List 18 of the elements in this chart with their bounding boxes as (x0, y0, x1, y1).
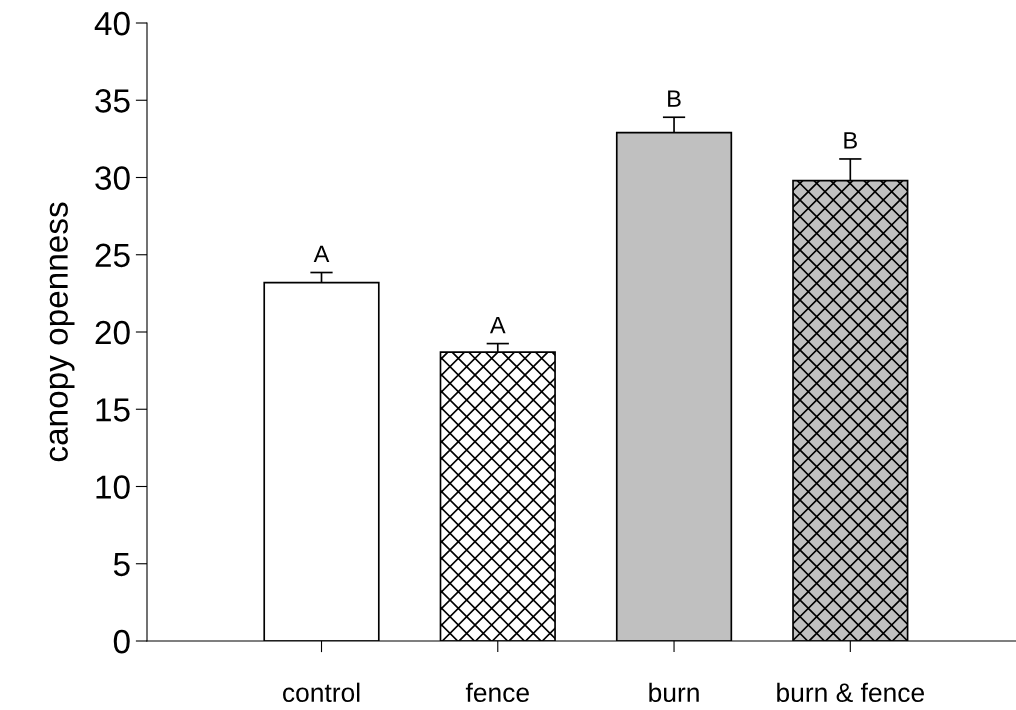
annotation: B (668, 90, 681, 107)
x-tick-label: burn (649, 682, 699, 703)
y-tick-label: 35 (95, 89, 130, 113)
y-tick-label: 15 (96, 398, 130, 422)
y-tick-label: 0 (113, 629, 130, 654)
y-tick-label: 5 (113, 552, 130, 577)
y-tick-label: 40 (94, 11, 130, 36)
x-tick-label: burn & fence (777, 682, 924, 703)
x-tick-label: fence (465, 682, 529, 703)
annotation: B (844, 132, 857, 149)
annotation: A (313, 245, 330, 263)
y-axis-title: canopy openness (49, 202, 75, 462)
y-tick-label: 20 (95, 320, 130, 345)
x-tick-label: control (283, 682, 360, 703)
y-tick-label: 10 (96, 475, 130, 499)
y-tick-label: 30 (95, 166, 130, 190)
y-tick-label: 25 (95, 243, 130, 268)
annotation: A (489, 316, 506, 334)
